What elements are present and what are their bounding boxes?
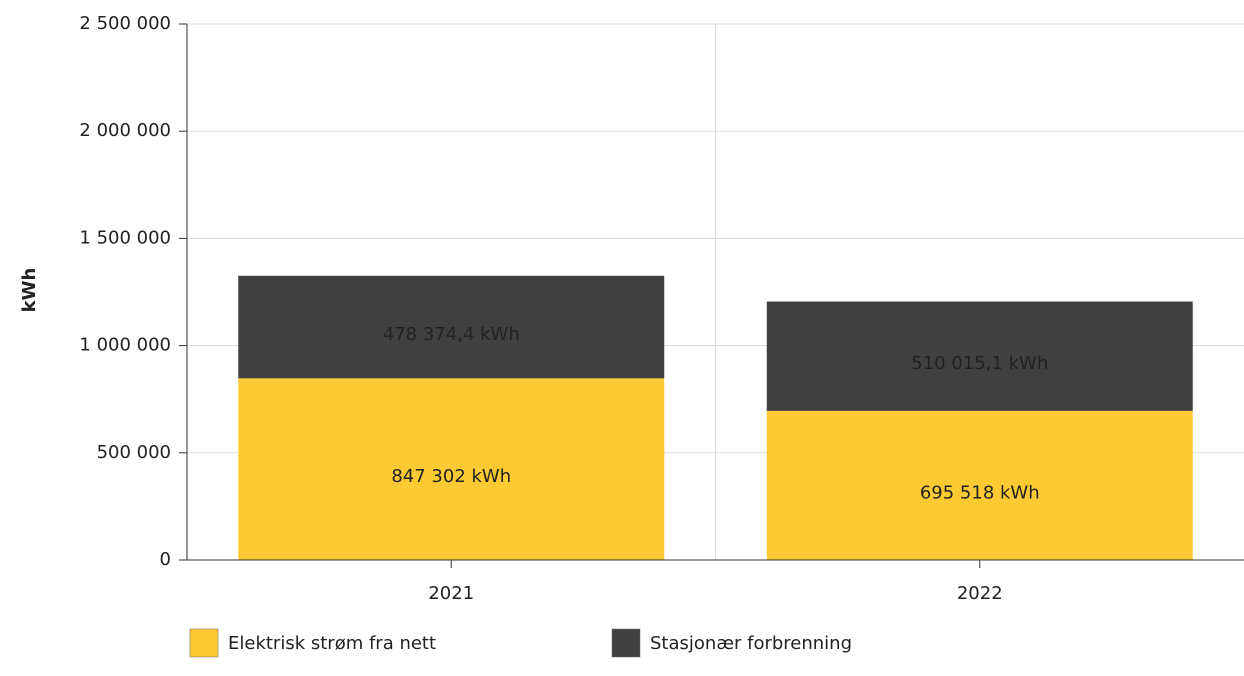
data-label: 478 374,4 kWh — [383, 324, 520, 345]
data-label: 847 302 kWh — [391, 466, 511, 487]
bar-segment — [766, 410, 1193, 560]
y-tick-label: 2 000 000 — [79, 120, 171, 141]
bar-segment — [238, 275, 665, 379]
x-tick-label: 2022 — [957, 583, 1003, 604]
data-label: 510 015,1 kWh — [911, 353, 1048, 374]
legend-swatch — [611, 628, 641, 658]
y-tick-label: 0 — [160, 549, 171, 570]
data-label: 695 518 kWh — [920, 482, 1040, 503]
bar-segment — [766, 301, 1193, 411]
y-tick-label: 1 500 000 — [79, 227, 171, 248]
y-tick-label: 500 000 — [97, 442, 171, 463]
y-tick-label: 2 500 000 — [79, 13, 171, 34]
x-tick-label: 2021 — [428, 583, 474, 604]
legend-label: Stasjonær forbrenning — [650, 633, 852, 654]
legend-swatch — [189, 628, 219, 658]
y-axis-label: kWh — [19, 268, 40, 313]
legend-label: Elektrisk strøm fra nett — [228, 633, 436, 654]
y-tick-label: 1 000 000 — [79, 335, 171, 356]
bar-segment — [238, 378, 665, 560]
